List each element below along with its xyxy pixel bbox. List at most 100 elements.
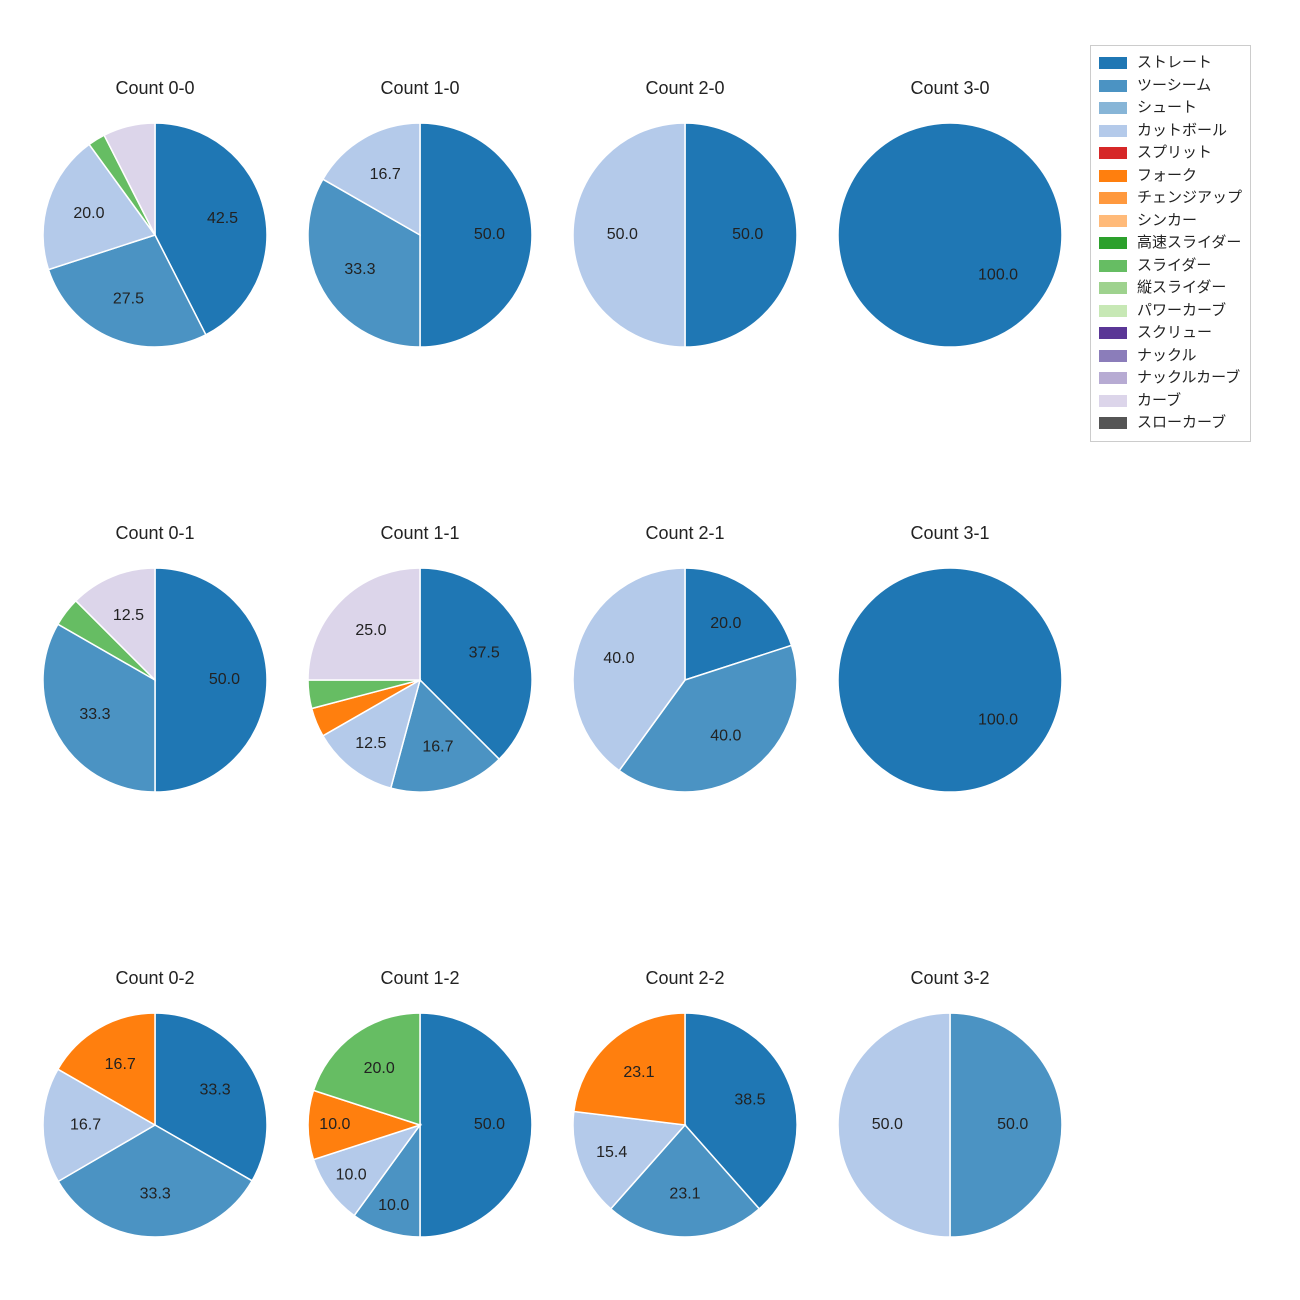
pie-chart: 50.0 50.0 xyxy=(825,1000,1075,1250)
pie-slice-label: 10.0 xyxy=(319,1116,350,1133)
legend-item: シュート xyxy=(1099,97,1242,120)
legend-swatch xyxy=(1099,192,1127,204)
legend: ストレートツーシームシュートカットボールスプリットフォークチェンジアップシンカー… xyxy=(1090,45,1251,442)
chart-title: Count 3-1 xyxy=(825,523,1075,544)
legend-item: スプリット xyxy=(1099,142,1242,165)
pie-slice-label: 33.3 xyxy=(344,261,375,278)
pie-slice xyxy=(838,123,1062,347)
pie-slice-label: 50.0 xyxy=(732,226,763,243)
pie-slice-label: 27.5 xyxy=(113,290,144,307)
pie-chart: 33.333.316.716.7 xyxy=(30,1000,280,1250)
pie-slice-label: 12.5 xyxy=(113,607,144,624)
legend-swatch xyxy=(1099,80,1127,92)
pie-slice-label: 40.0 xyxy=(603,650,634,667)
pie-slice-label: 10.0 xyxy=(336,1166,367,1183)
chart-title: Count 0-0 xyxy=(30,78,280,99)
chart-title: Count 0-1 xyxy=(30,523,280,544)
legend-label: 高速スライダー xyxy=(1137,232,1241,255)
legend-item: シンカー xyxy=(1099,210,1242,233)
chart-title: Count 2-2 xyxy=(560,968,810,989)
legend-item: 高速スライダー xyxy=(1099,232,1242,255)
pie-slice-label: 33.3 xyxy=(140,1186,171,1203)
legend-swatch xyxy=(1099,215,1127,227)
legend-label: スクリュー xyxy=(1137,322,1212,345)
pie-chart: 50.033.316.7 xyxy=(295,110,545,360)
pie-slice-label: 50.0 xyxy=(607,226,638,243)
pie-chart: 42.5 27.5 20.0 xyxy=(30,110,280,360)
chart-title: Count 1-2 xyxy=(295,968,545,989)
pie-slice-label: 40.0 xyxy=(710,727,741,744)
legend-label: スプリット xyxy=(1137,142,1212,165)
legend-item: スクリュー xyxy=(1099,322,1242,345)
pie-slice-label: 50.0 xyxy=(209,671,240,688)
pie-slice-label: 20.0 xyxy=(364,1060,395,1077)
legend-swatch xyxy=(1099,147,1127,159)
chart-title: Count 2-0 xyxy=(560,78,810,99)
pie-slice-label: 16.7 xyxy=(422,738,453,755)
legend-label: パワーカーブ xyxy=(1137,300,1226,323)
legend-swatch xyxy=(1099,57,1127,69)
legend-label: スローカーブ xyxy=(1137,412,1226,435)
legend-label: フォーク xyxy=(1137,165,1197,188)
legend-item: ストレート xyxy=(1099,52,1242,75)
pie-slice-label: 50.0 xyxy=(872,1116,903,1133)
pie-slice-label: 42.5 xyxy=(207,210,238,227)
pie-slice-label: 16.7 xyxy=(105,1056,136,1073)
legend-swatch xyxy=(1099,372,1127,384)
legend-item: フォーク xyxy=(1099,165,1242,188)
legend-label: ナックル xyxy=(1137,345,1197,368)
pie-chart: 38.523.115.423.1 xyxy=(560,1000,810,1250)
legend-label: ツーシーム xyxy=(1137,75,1211,98)
chart-title: Count 3-0 xyxy=(825,78,1075,99)
legend-item: カーブ xyxy=(1099,390,1242,413)
legend-swatch xyxy=(1099,350,1127,362)
pie-chart: 37.516.712.525.0 xyxy=(295,555,545,805)
legend-item: 縦スライダー xyxy=(1099,277,1242,300)
pie-slice-label: 50.0 xyxy=(474,1116,505,1133)
legend-item: スライダー xyxy=(1099,255,1242,278)
pie-slice-label: 33.3 xyxy=(79,706,110,723)
legend-label: カーブ xyxy=(1137,390,1181,413)
pie-chart: 100.0 xyxy=(825,555,1075,805)
pie-slice-label: 20.0 xyxy=(73,205,104,222)
legend-label: 縦スライダー xyxy=(1137,277,1226,300)
pie-slice-label: 100.0 xyxy=(978,712,1018,729)
legend-item: カットボール xyxy=(1099,120,1242,143)
pie-slice-label: 10.0 xyxy=(378,1197,409,1214)
legend-item: ナックル xyxy=(1099,345,1242,368)
figure-stage: ストレートツーシームシュートカットボールスプリットフォークチェンジアップシンカー… xyxy=(0,0,1300,1300)
pie-slice-label: 25.0 xyxy=(355,622,386,639)
legend-label: シュート xyxy=(1137,97,1197,120)
pie-slice-label: 23.1 xyxy=(669,1186,700,1203)
chart-title: Count 2-1 xyxy=(560,523,810,544)
legend-swatch xyxy=(1099,102,1127,114)
chart-title: Count 1-1 xyxy=(295,523,545,544)
pie-chart: 50.0 10.0 10.0 10.0 20.0 xyxy=(295,1000,545,1250)
legend-label: ストレート xyxy=(1137,52,1212,75)
legend-item: パワーカーブ xyxy=(1099,300,1242,323)
pie-chart: 50.0 33.3 12.5 xyxy=(30,555,280,805)
legend-label: スライダー xyxy=(1137,255,1211,278)
pie-slice-label: 100.0 xyxy=(978,267,1018,284)
legend-swatch xyxy=(1099,237,1127,249)
pie-slice-label: 15.4 xyxy=(596,1144,627,1161)
pie-slice-label: 12.5 xyxy=(355,735,386,752)
legend-swatch xyxy=(1099,260,1127,272)
legend-item: スローカーブ xyxy=(1099,412,1242,435)
legend-item: チェンジアップ xyxy=(1099,187,1242,210)
legend-label: シンカー xyxy=(1137,210,1197,233)
pie-slice-label: 16.7 xyxy=(70,1116,101,1133)
chart-title: Count 3-2 xyxy=(825,968,1075,989)
pie-slice-label: 16.7 xyxy=(370,166,401,183)
legend-swatch xyxy=(1099,125,1127,137)
chart-title: Count 0-2 xyxy=(30,968,280,989)
legend-swatch xyxy=(1099,395,1127,407)
legend-swatch xyxy=(1099,417,1127,429)
pie-slice-label: 38.5 xyxy=(734,1092,765,1109)
pie-slice-label: 50.0 xyxy=(997,1116,1028,1133)
legend-swatch xyxy=(1099,327,1127,339)
legend-item: ナックルカーブ xyxy=(1099,367,1242,390)
legend-label: チェンジアップ xyxy=(1137,187,1242,210)
chart-title: Count 1-0 xyxy=(295,78,545,99)
legend-swatch xyxy=(1099,282,1127,294)
